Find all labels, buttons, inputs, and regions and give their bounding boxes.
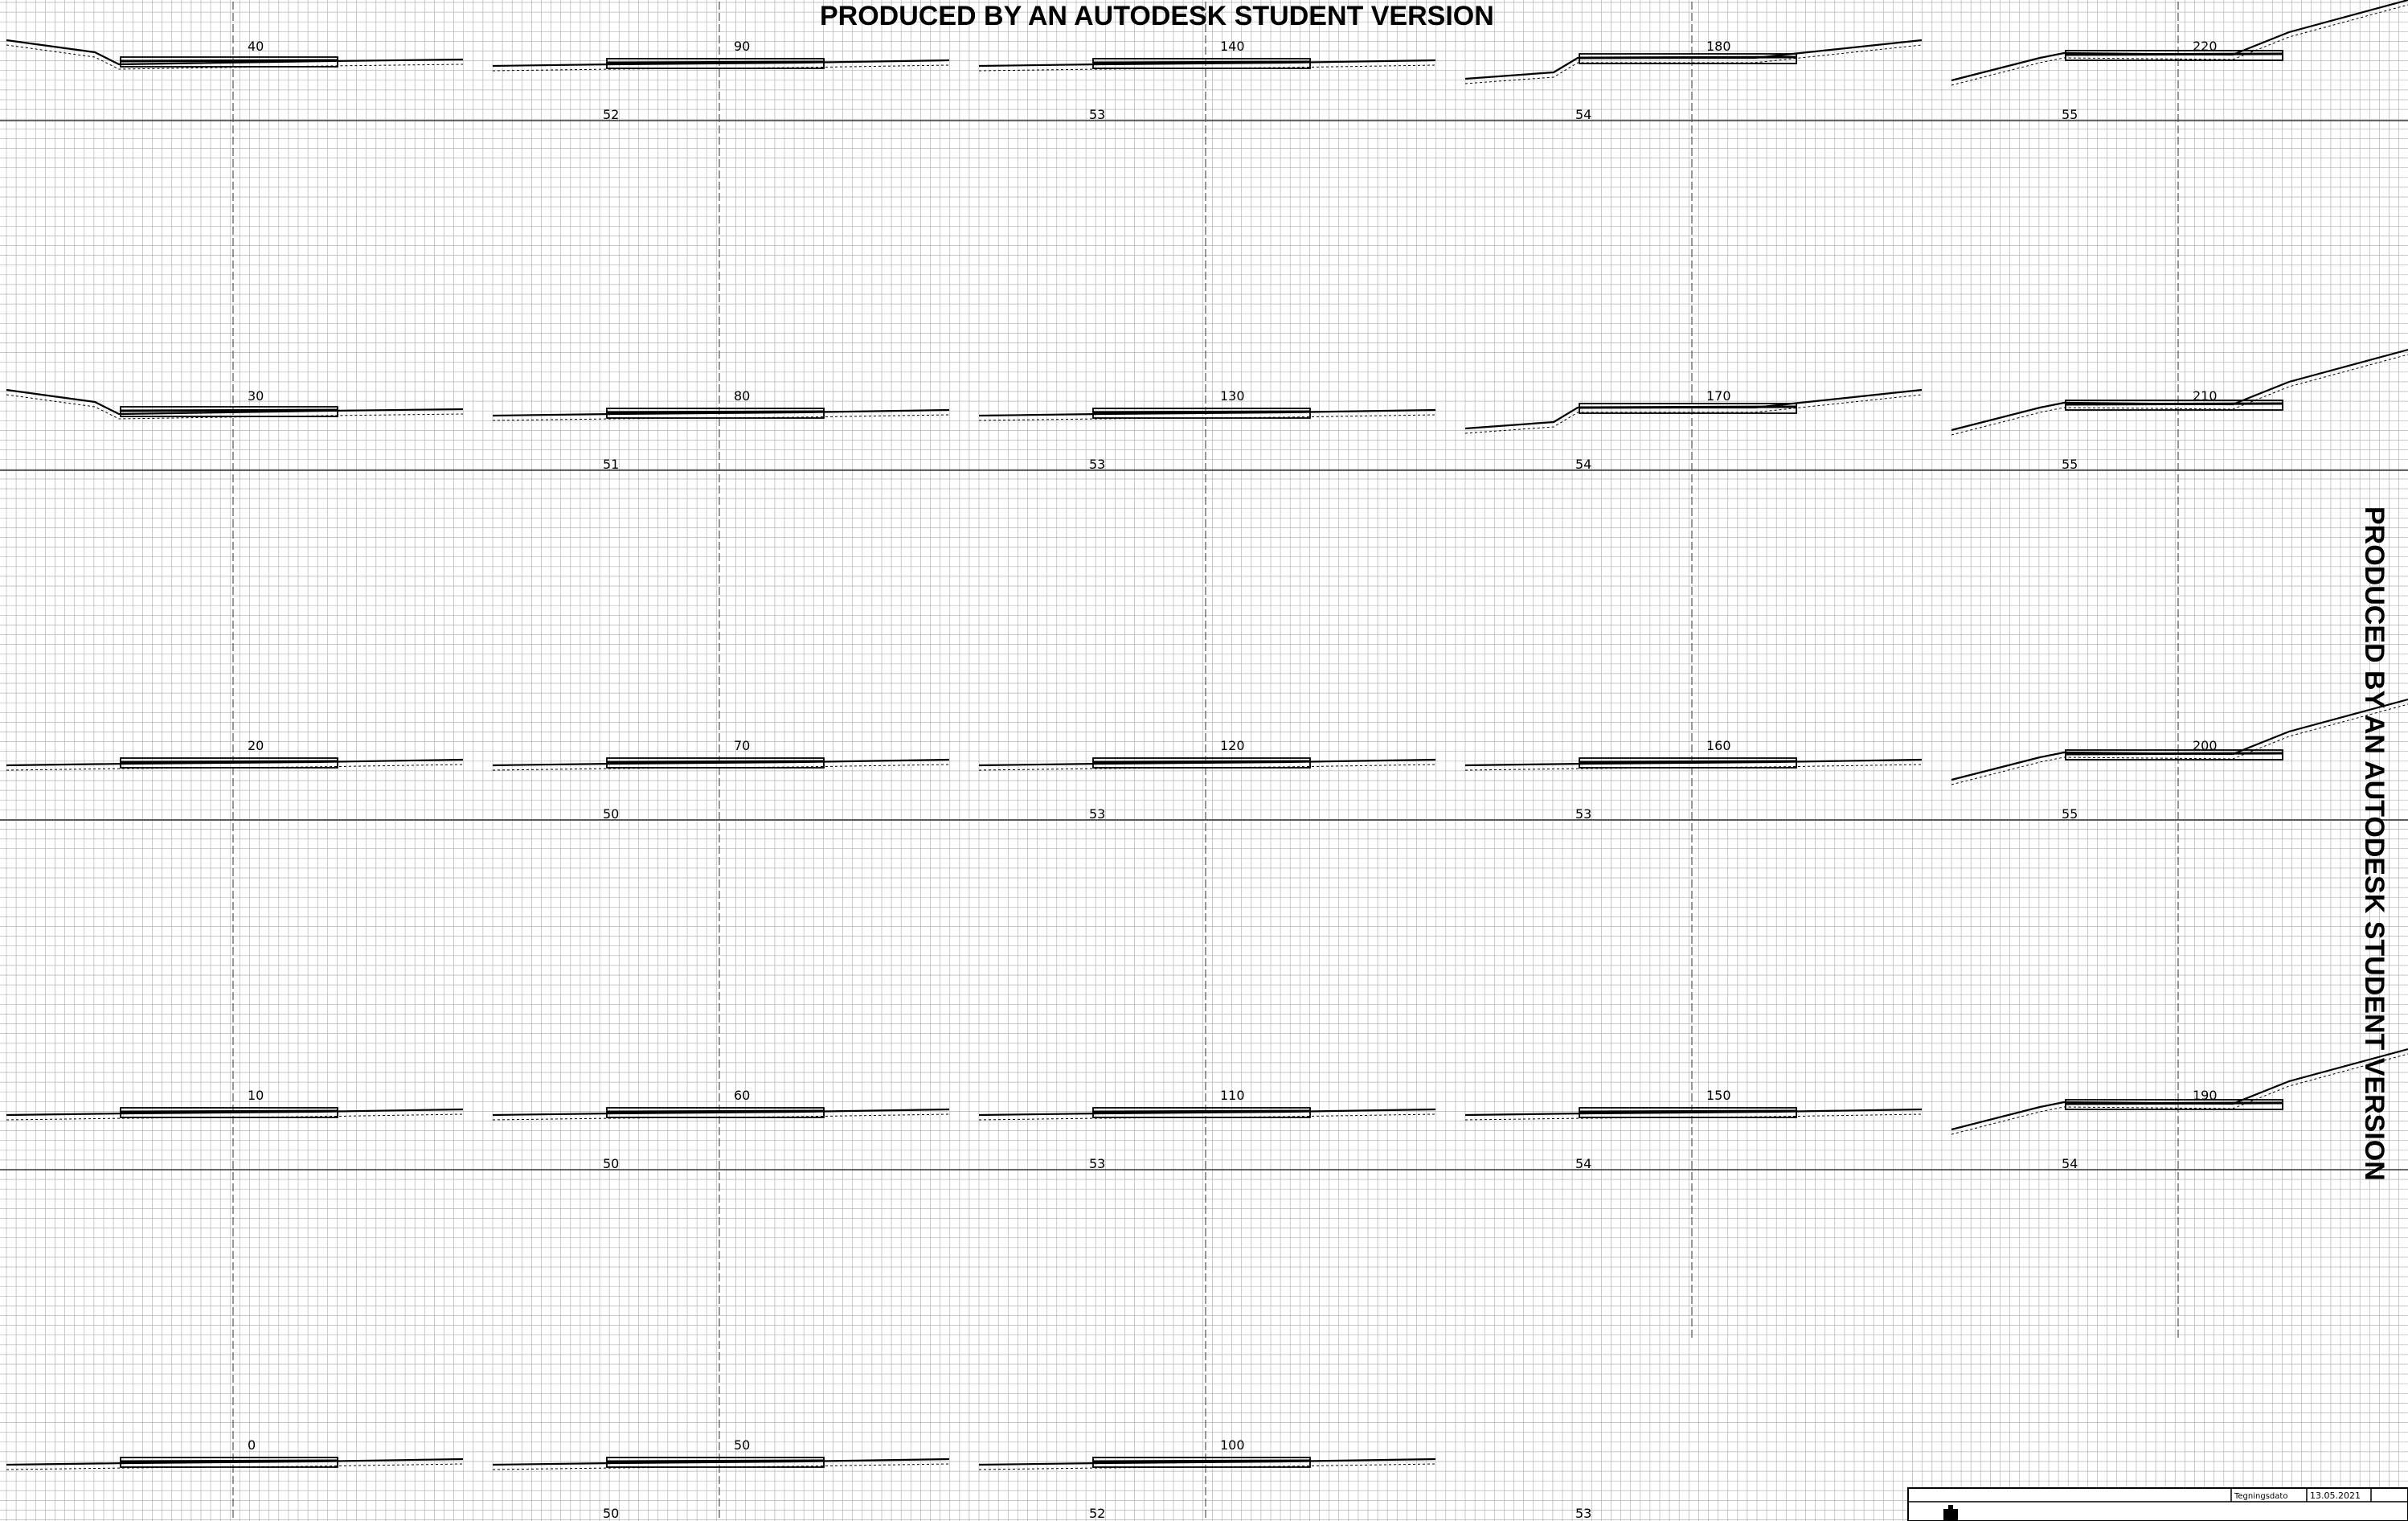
drawing-date-label: Tegningsdato xyxy=(2234,1492,2287,1501)
station-label: 110 xyxy=(1220,1088,1245,1103)
station-label: 120 xyxy=(1220,738,1245,753)
section-profile xyxy=(1951,1047,2408,1135)
station-label: 90 xyxy=(734,39,750,54)
datum-label: 50 xyxy=(603,1506,619,1521)
station-label: 180 xyxy=(1706,39,1731,54)
datum-label: 53 xyxy=(1575,806,1591,822)
datum-label: 54 xyxy=(1575,1156,1591,1171)
station-label: 160 xyxy=(1706,738,1731,753)
section-profile xyxy=(492,408,950,421)
station-label: 10 xyxy=(248,1088,264,1103)
section-profile xyxy=(492,1107,950,1121)
section-profile xyxy=(1951,348,2408,436)
datum-label: 53 xyxy=(1089,107,1105,122)
title-block: Tegningsdato 13.05.2021 xyxy=(1907,1487,2408,1521)
datum-label: 55 xyxy=(2062,457,2078,472)
station-label: 50 xyxy=(734,1437,750,1453)
station-label: 220 xyxy=(2193,39,2218,54)
station-label: 80 xyxy=(734,388,750,404)
station-label: 20 xyxy=(248,738,264,753)
station-label: 140 xyxy=(1220,39,1245,54)
section-labels: 40 90 52 140 53 180 54 220 55 30 80 51 130 53 170 54 210… xyxy=(248,39,2218,1521)
section-profile xyxy=(978,408,1436,421)
station-label: 200 xyxy=(2193,738,2218,753)
section-profile xyxy=(1951,698,2408,785)
section-profile xyxy=(1464,39,1923,84)
station-label: 30 xyxy=(248,388,264,404)
section-profile xyxy=(978,1107,1436,1121)
datum-label: 54 xyxy=(2062,1156,2078,1171)
logo-icon xyxy=(1943,1505,1958,1520)
section-profile xyxy=(978,1457,1436,1470)
datum-label: 53 xyxy=(1089,1156,1105,1171)
station-label: 40 xyxy=(248,39,264,54)
datum-label: 52 xyxy=(603,107,619,122)
datum-label: 53 xyxy=(1575,1506,1591,1521)
section-profile xyxy=(6,39,464,70)
section-profile xyxy=(1464,1107,1923,1121)
watermark-top: PRODUCED BY AN AUTODESK STUDENT VERSION xyxy=(820,1,1494,31)
section-profile xyxy=(492,58,950,72)
watermark-right: PRODUCED BY AN AUTODESK STUDENT VERSION xyxy=(2359,506,2390,1181)
section-profile xyxy=(492,757,950,771)
section-profile xyxy=(1951,0,2408,86)
station-label: 150 xyxy=(1706,1088,1731,1103)
datum-label: 54 xyxy=(1575,457,1591,472)
datum-label: 55 xyxy=(2062,107,2078,122)
section-profile xyxy=(6,757,464,771)
station-label: 100 xyxy=(1220,1437,1245,1453)
datum-label: 55 xyxy=(2062,806,2078,822)
datum-label: 50 xyxy=(603,1156,619,1171)
section-profile xyxy=(492,1457,950,1470)
section-profile xyxy=(6,1107,464,1121)
section-profile xyxy=(1464,388,1923,434)
station-label: 130 xyxy=(1220,388,1245,404)
station-label: 190 xyxy=(2193,1088,2218,1103)
datum-label: 50 xyxy=(603,806,619,822)
section-profile xyxy=(6,1457,464,1470)
section-profile xyxy=(978,58,1436,72)
station-label: 0 xyxy=(248,1437,256,1453)
datum-label: 54 xyxy=(1575,107,1591,122)
station-label: 70 xyxy=(734,738,750,753)
datum-label: 53 xyxy=(1089,457,1105,472)
datum-label: 53 xyxy=(1089,806,1105,822)
section-profile xyxy=(978,757,1436,771)
section-profiles xyxy=(6,0,2408,1470)
datum-label: 51 xyxy=(603,457,619,472)
station-label: 210 xyxy=(2193,388,2218,404)
section-profile xyxy=(6,388,464,420)
drawing-date-value: 13.05.2021 xyxy=(2310,1490,2361,1501)
station-label: 60 xyxy=(734,1088,750,1103)
section-profile xyxy=(1464,757,1923,771)
datum-label: 52 xyxy=(1089,1506,1105,1521)
station-label: 170 xyxy=(1706,388,1731,404)
